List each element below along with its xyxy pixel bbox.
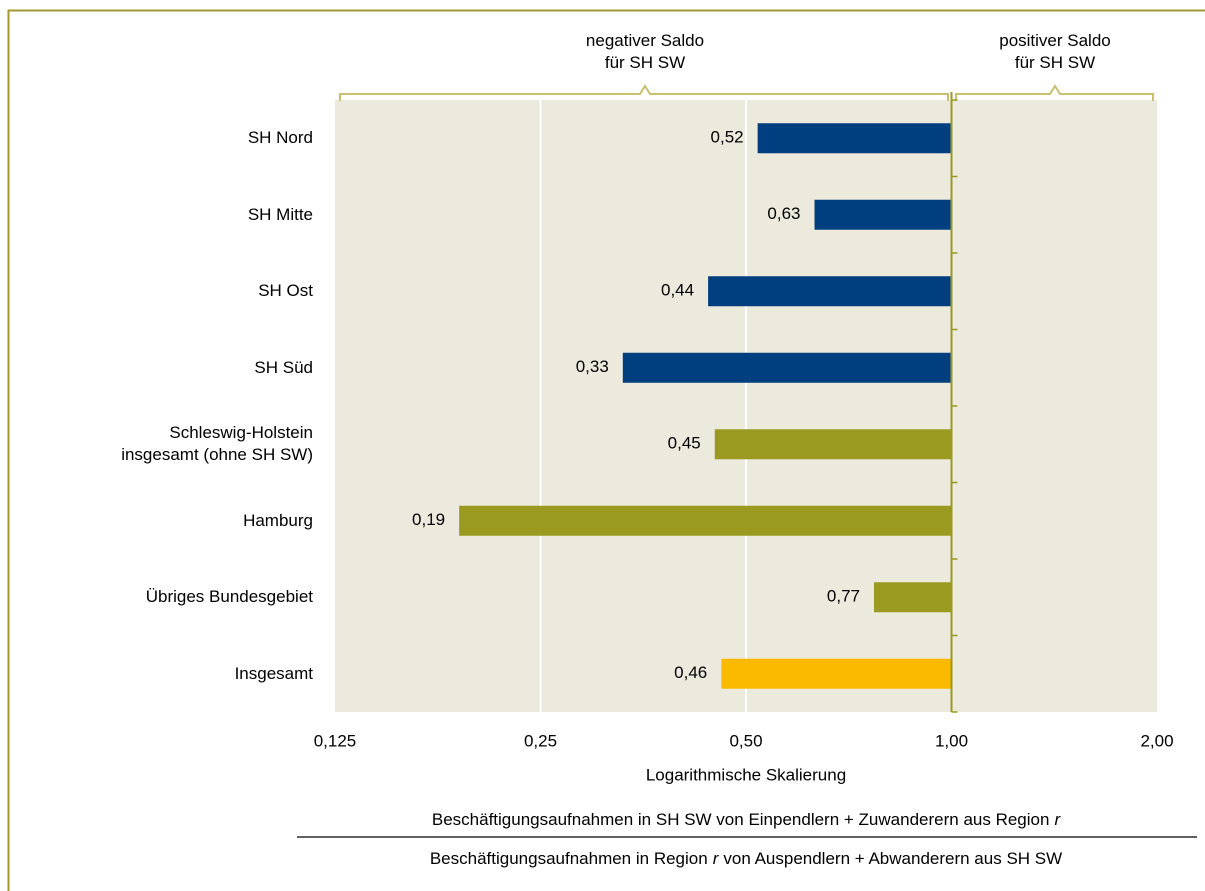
x-tick-label: 0,125 bbox=[314, 731, 357, 750]
value-label: 0,44 bbox=[661, 281, 694, 300]
category-label: Hamburg bbox=[243, 510, 313, 530]
x-tick-label: 2,00 bbox=[1140, 731, 1173, 750]
category-label: Schleswig-Holstein insgesamt (ohne SH SW… bbox=[121, 423, 313, 465]
bar bbox=[622, 352, 952, 383]
x-axis-title: Logarithmische Skalierung bbox=[646, 765, 846, 784]
fraction-part: von Auspendlern + Abwanderern aus SH SW bbox=[723, 849, 1062, 868]
bracket bbox=[339, 84, 949, 101]
bar bbox=[814, 199, 952, 230]
frame bbox=[7, 9, 1205, 891]
fraction-part: Beschäftigungsaufnahmen in SH SW von Ein… bbox=[432, 810, 1050, 829]
category-label: SH Süd bbox=[254, 357, 313, 377]
x-tick-label: 0,50 bbox=[729, 731, 762, 750]
bar bbox=[757, 123, 952, 154]
value-label: 0,63 bbox=[767, 204, 800, 223]
x-tick-label: 0,25 bbox=[524, 731, 557, 750]
fraction-part: Beschäftigungsaufnahmen in Region bbox=[430, 849, 708, 868]
fraction-numerator: Beschäftigungsaufnahmen in SH SW von Ein… bbox=[432, 810, 1062, 829]
value-label: 0,77 bbox=[827, 587, 860, 606]
bar bbox=[714, 429, 952, 460]
value-label: 0,19 bbox=[412, 510, 445, 529]
category-label: SH Nord bbox=[247, 128, 313, 148]
value-label: 0,33 bbox=[576, 357, 609, 376]
bar bbox=[721, 658, 952, 689]
fraction-denominator: Beschäftigungsaufnahmen in Region r von Au… bbox=[430, 849, 1062, 868]
fraction-part: r bbox=[1054, 810, 1061, 829]
category-label: SH Mitte bbox=[247, 204, 313, 224]
bar bbox=[459, 505, 952, 536]
bracket bbox=[955, 84, 1154, 101]
bar bbox=[708, 276, 952, 307]
x-tick-label: 1,00 bbox=[935, 731, 968, 750]
value-label: 0,45 bbox=[668, 434, 701, 453]
category-label: Übriges Bundesgebiet bbox=[145, 587, 313, 607]
fraction-part: r bbox=[713, 849, 720, 868]
category-label: SH Ost bbox=[258, 281, 313, 301]
value-label: 0,46 bbox=[674, 663, 707, 682]
bar bbox=[874, 582, 952, 613]
value-label: 0,52 bbox=[711, 128, 744, 147]
bracket-label: positiver Saldo für SH SW bbox=[999, 31, 1111, 72]
category-label: Insgesamt bbox=[234, 663, 313, 683]
bracket-label: negativer Saldo für SH SW bbox=[585, 31, 705, 72]
